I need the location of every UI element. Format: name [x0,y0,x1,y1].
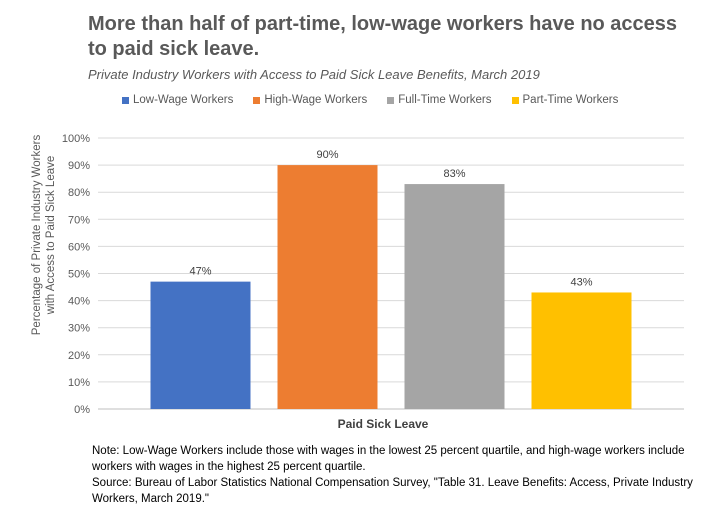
y-tick-label: 40% [68,296,90,308]
legend-label-full-time: Full-Time Workers [398,94,492,106]
legend-swatch-part-time [511,96,519,104]
bar-high-wage-workers [277,165,378,409]
y-axis-label-line-1: Percentage of Private Industry Workers [31,135,43,336]
note-text: Note: Low-Wage Workers include those wit… [92,445,685,473]
data-labels: 47% 90% 83% 43% [189,149,592,288]
legend-swatch-low-wage [122,96,129,104]
bar-part-time-workers [531,292,632,409]
y-tick-label: 70% [68,214,90,226]
legend-label-low-wage: Low-Wage Workers [133,94,234,106]
bars [150,165,632,409]
y-tick-label: 90% [68,160,90,172]
legend-item-low-wage: Low-Wage Workers [122,94,233,106]
chart-subtitle: Private Industry Workers with Access to … [88,67,540,82]
legend-swatch-high-wage [253,96,261,104]
y-tick-label: 10% [68,377,90,389]
chart-title: More than half of part-time, low-wage wo… [88,13,678,60]
y-tick-label: 100% [62,133,90,145]
legend-label-part-time: Part-Time Workers [522,94,619,106]
legend-item-full-time: Full-Time Workers [387,94,492,106]
y-tick-label: 20% [68,350,90,362]
legend-item-part-time: Part-Time Workers [511,94,619,106]
source-text: Source: Bureau of Labor Statistics Natio… [92,477,693,505]
x-axis-label: Paid Sick Leave [338,417,429,431]
legend-label-high-wage: High-Wage Workers [264,94,368,106]
y-axis-ticks: 0% 10% 20% 30% 40% 50% 60% 70% 80% 90% 100% [62,133,90,416]
bar-low-wage-workers [150,281,251,409]
data-label: 43% [570,276,592,288]
y-tick-label: 80% [68,187,90,199]
y-tick-label: 60% [68,241,90,253]
bar-full-time-workers [404,184,505,409]
legend: Low-Wage Workers High-Wage Workers Full-… [122,94,638,106]
bar-chart: 0% 10% 20% 30% 40% 50% 60% 70% 80% 90% 100% 47% 90%… [31,133,684,431]
data-label: 83% [443,168,465,180]
y-axis-label-line-2: with Access to Paid Sick Leave [45,156,57,316]
legend-item-high-wage: High-Wage Workers [253,94,367,106]
y-tick-label: 30% [68,323,90,335]
legend-swatch-full-time [387,96,395,104]
y-tick-label: 50% [68,269,90,281]
data-label: 47% [189,266,211,278]
data-label: 90% [316,149,338,161]
chart-notes: Note: Low-Wage Workers include those wit… [92,443,702,507]
y-tick-label: 0% [74,404,90,416]
